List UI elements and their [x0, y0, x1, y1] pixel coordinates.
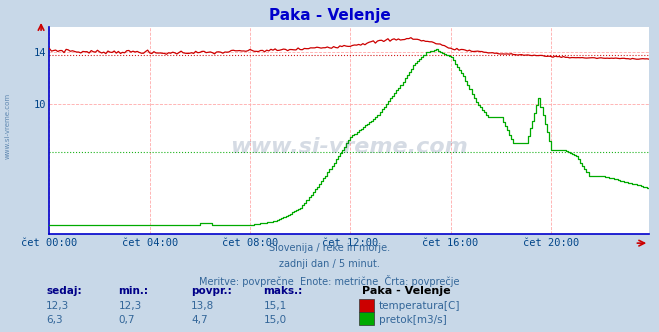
Text: 15,0: 15,0: [264, 315, 287, 325]
Text: 4,7: 4,7: [191, 315, 208, 325]
Text: min.:: min.:: [119, 286, 149, 296]
Text: 12,3: 12,3: [119, 301, 142, 311]
Text: 6,3: 6,3: [46, 315, 63, 325]
Text: pretok[m3/s]: pretok[m3/s]: [379, 315, 447, 325]
Text: maks.:: maks.:: [264, 286, 303, 296]
Text: Meritve: povprečne  Enote: metrične  Črta: povprečje: Meritve: povprečne Enote: metrične Črta:…: [199, 275, 460, 287]
Text: Paka - Velenje: Paka - Velenje: [269, 8, 390, 23]
Text: 0,7: 0,7: [119, 315, 135, 325]
Text: www.si-vreme.com: www.si-vreme.com: [231, 137, 468, 157]
Text: zadnji dan / 5 minut.: zadnji dan / 5 minut.: [279, 259, 380, 269]
Text: 13,8: 13,8: [191, 301, 214, 311]
Text: Paka - Velenje: Paka - Velenje: [362, 286, 451, 296]
Text: povpr.:: povpr.:: [191, 286, 232, 296]
Text: www.si-vreme.com: www.si-vreme.com: [5, 93, 11, 159]
Text: Slovenija / reke in morje.: Slovenija / reke in morje.: [269, 243, 390, 253]
Text: 12,3: 12,3: [46, 301, 69, 311]
Text: sedaj:: sedaj:: [46, 286, 82, 296]
Text: temperatura[C]: temperatura[C]: [379, 301, 461, 311]
Text: 15,1: 15,1: [264, 301, 287, 311]
